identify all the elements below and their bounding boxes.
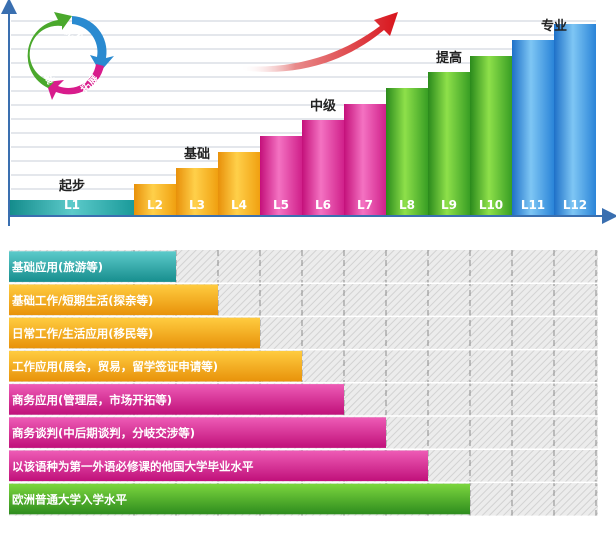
level-labels: L1 L2 L3 L4 L5 L6 L7 L8 L9 L10 L11 L12	[64, 198, 587, 212]
usage-bar-6	[9, 450, 428, 482]
usage-label-5: 商务谈判(中后期谈判，分岐交涉等)	[12, 426, 195, 440]
bar-label-l7: L7	[357, 198, 373, 212]
stage-labels: 起步 基础 中级 提高 专业	[58, 18, 567, 194]
bar-label-l4: L4	[231, 198, 247, 212]
usage-bar-3	[9, 350, 302, 382]
bar-label-l5: L5	[273, 198, 289, 212]
usage-bar-0	[9, 251, 176, 282]
bar-label-l6: L6	[315, 198, 331, 212]
bar-l1	[10, 200, 134, 216]
cycle-arc-blue	[72, 16, 114, 72]
usage-bar-4	[9, 384, 344, 415]
bar-l3	[176, 168, 218, 216]
bar-l2	[134, 184, 176, 216]
usage-bar-2	[9, 317, 260, 349]
cycle-graphic: 学习 实践 拓展	[27, 12, 114, 100]
bar-l11	[512, 40, 554, 216]
bar-l8	[386, 88, 428, 216]
bar-l4	[218, 152, 260, 216]
level-bars	[10, 24, 596, 216]
usage-bar-7	[9, 483, 470, 515]
bar-l10	[470, 56, 512, 216]
bar-label-l8: L8	[399, 198, 415, 212]
usage-chart: 基础应用(旅游等) 基础工作/短期生活(探亲等) 日常工作/生活应用(移民等) 工作应…	[9, 250, 598, 516]
cycle-arc-magenta	[46, 64, 104, 100]
usage-bar-5	[9, 417, 386, 448]
bar-label-l9: L9	[441, 198, 457, 212]
stage-label-2: 中级	[310, 98, 337, 114]
stage-label-1: 基础	[183, 146, 210, 162]
bar-label-l3: L3	[189, 198, 205, 212]
bar-label-l1: L1	[64, 198, 80, 212]
bar-label-l11: L11	[521, 198, 545, 212]
usage-label-3: 工作应用(展会，贸易，留学签证申请等)	[12, 360, 218, 374]
usage-label-6: 以该语种为第一外语必修课的他国大学毕业水平	[12, 459, 254, 473]
usage-label-1: 基础工作/短期生活(探亲等)	[11, 293, 153, 307]
cycle-label-study: 学习	[63, 27, 85, 43]
bar-label-l2: L2	[147, 198, 163, 212]
bar-l12	[554, 24, 596, 216]
usage-label-2: 日常工作/生活应用(移民等)	[12, 327, 153, 341]
bar-l7	[344, 104, 386, 216]
stage-label-3: 提高	[436, 50, 462, 66]
usage-bar-1	[9, 284, 218, 316]
cycle-arc-green	[27, 12, 72, 88]
bar-label-l12: L12	[563, 198, 587, 212]
usage-label-0: 基础应用(旅游等)	[11, 260, 103, 274]
stage-label-0: 起步	[58, 178, 85, 194]
bar-l5	[260, 136, 302, 216]
bar-l9	[428, 72, 470, 216]
usage-label-7: 欧洲普通大学入学水平	[12, 493, 127, 507]
bar-label-l10: L10	[479, 198, 503, 212]
bar-l6	[302, 120, 344, 216]
stage-label-4: 专业	[541, 18, 567, 34]
growth-arrow	[240, 12, 398, 72]
usage-label-4: 商务应用(管理层，市场开拓等)	[12, 393, 172, 407]
